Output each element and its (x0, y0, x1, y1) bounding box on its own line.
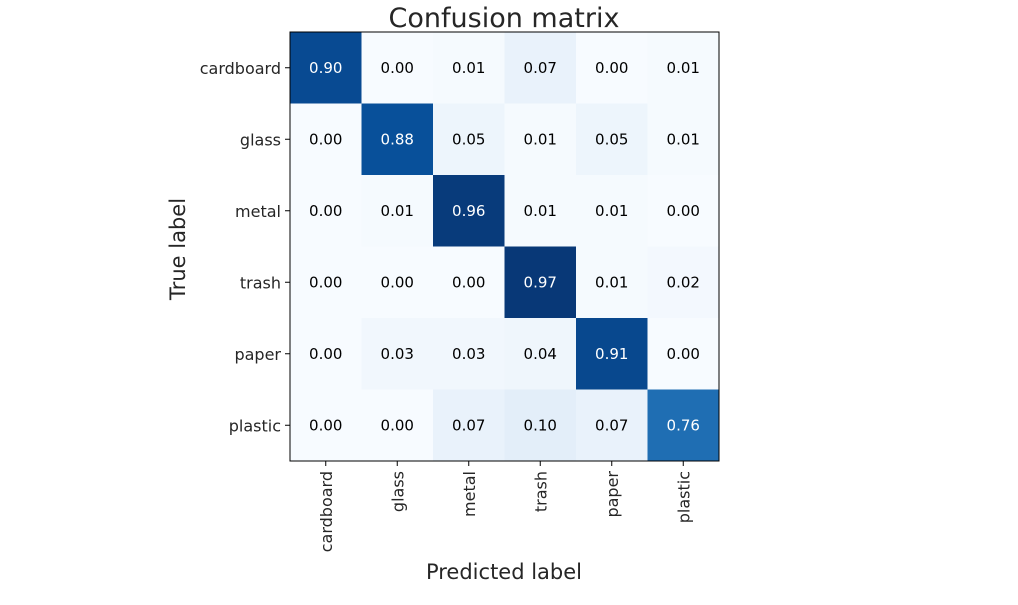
heatmap-cell-trash-glass (361, 246, 434, 319)
cell-value-label: 0.88 (381, 130, 414, 148)
chart-title: Confusion matrix (389, 3, 620, 34)
cell-value-label: 0.01 (381, 202, 414, 220)
cell-value-label: 0.00 (381, 416, 414, 434)
cell-value-label: 0.01 (667, 130, 700, 148)
heatmap-cell-metal-paper (576, 175, 648, 247)
heatmap-cell-plastic-glass (361, 389, 434, 462)
plot-frame (289, 31, 720, 462)
cell-value-label: 0.01 (595, 273, 628, 291)
heatmap-cell-trash-cardboard (290, 246, 362, 319)
heatmap-cell-cardboard-glass (361, 32, 434, 104)
y-tick-label: metal (235, 202, 281, 221)
y-tick-label: cardboard (200, 59, 281, 78)
heatmap-cell-glass-cardboard (290, 103, 362, 176)
x-tick-label: paper (603, 471, 622, 518)
cell-value-label: 0.07 (524, 59, 557, 77)
heatmap-cell-plastic-metal (433, 389, 505, 462)
cell-value-label: 0.04 (524, 345, 557, 363)
cell-value-label: 0.10 (524, 416, 557, 434)
heatmap-cell-metal-metal (433, 175, 505, 247)
heatmap-cell-cardboard-trash (504, 32, 577, 104)
heatmap-cell-paper-paper (576, 318, 648, 390)
cell-value-label: 0.01 (452, 59, 485, 77)
heatmap-cell-paper-glass (361, 318, 434, 390)
x-tick-label: glass (388, 471, 407, 512)
heatmap-cell-cardboard-cardboard (290, 32, 362, 104)
heatmap-cell-plastic-trash (504, 389, 577, 462)
y-tick-label: trash (240, 273, 281, 292)
heatmap-cell-paper-plastic (647, 318, 720, 390)
cell-value-label: 0.97 (524, 273, 557, 291)
y-axis-label: True label (166, 198, 190, 301)
heatmap-cell-trash-metal (433, 246, 505, 319)
cell-value-label: 0.01 (595, 202, 628, 220)
cell-value-label: 0.00 (667, 345, 700, 363)
cell-value-label: 0.00 (309, 345, 342, 363)
heatmap-cell-glass-paper (576, 103, 648, 176)
cell-value-label: 0.00 (667, 202, 700, 220)
cell-value-label: 0.03 (452, 345, 485, 363)
y-tick-label: plastic (229, 416, 281, 435)
cell-value-label: 0.00 (381, 59, 414, 77)
cell-value-label: 0.01 (524, 202, 557, 220)
heatmap-cell-metal-plastic (647, 175, 720, 247)
x-axis-label: Predicted label (426, 560, 582, 584)
heatmap-cells (290, 32, 720, 462)
y-tick-label: paper (234, 345, 281, 364)
cell-value-label: 0.00 (309, 202, 342, 220)
heatmap-cell-glass-plastic (647, 103, 720, 176)
heatmap-cell-plastic-plastic (647, 389, 720, 462)
cell-value-label: 0.96 (452, 202, 485, 220)
heatmap-cell-trash-plastic (647, 246, 720, 319)
cell-value-label: 0.00 (595, 59, 628, 77)
heatmap-cell-paper-cardboard (290, 318, 362, 390)
x-tick-label: plastic (674, 471, 693, 523)
cell-value-label: 0.01 (524, 130, 557, 148)
cell-value-label: 0.00 (381, 273, 414, 291)
x-tick-label: metal (460, 471, 479, 517)
cell-value-label: 0.00 (452, 273, 485, 291)
heatmap-cell-plastic-paper (576, 389, 648, 462)
x-tick-label: trash (531, 471, 550, 512)
heatmap-cell-metal-cardboard (290, 175, 362, 247)
cell-value-label: 0.05 (595, 130, 628, 148)
heatmap-cell-metal-glass (361, 175, 434, 247)
cell-value-label: 0.76 (667, 416, 700, 434)
heatmap-cell-trash-trash (504, 246, 577, 319)
y-tick-label: glass (240, 130, 281, 149)
x-tick-label: cardboard (317, 471, 336, 552)
heatmap-cell-paper-metal (433, 318, 505, 390)
heatmap-cell-cardboard-paper (576, 32, 648, 104)
heatmap-cell-labels: 0.90 0.00 0.01 0.07 0.00 0.01 0.00 0.88 0.05 0.01… (309, 59, 700, 435)
x-axis-ticks: cardboard glass metal trash paper plastic (317, 461, 693, 552)
cell-value-label: 0.07 (595, 416, 628, 434)
cell-value-label: 0.02 (667, 273, 700, 291)
cell-value-label: 0.03 (381, 345, 414, 363)
heatmap-cell-paper-trash (504, 318, 577, 390)
cell-value-label: 0.91 (595, 345, 628, 363)
heatmap-cell-glass-glass (361, 103, 434, 176)
y-axis-ticks: cardboard glass metal trash paper plastic (200, 59, 290, 435)
cell-value-label: 0.00 (309, 416, 342, 434)
heatmap-cell-metal-trash (504, 175, 577, 247)
heatmap-cell-cardboard-plastic (647, 32, 720, 104)
heatmap-cell-cardboard-metal (433, 32, 505, 104)
cell-value-label: 0.07 (452, 416, 485, 434)
cell-value-label: 0.01 (667, 59, 700, 77)
cell-value-label: 0.05 (452, 130, 485, 148)
cell-value-label: 0.00 (309, 130, 342, 148)
heatmap-cell-plastic-cardboard (290, 389, 362, 462)
cell-value-label: 0.00 (309, 273, 342, 291)
heatmap-cell-glass-trash (504, 103, 577, 176)
heatmap-cell-glass-metal (433, 103, 505, 176)
heatmap-cell-trash-paper (576, 246, 648, 319)
cell-value-label: 0.90 (309, 59, 342, 77)
